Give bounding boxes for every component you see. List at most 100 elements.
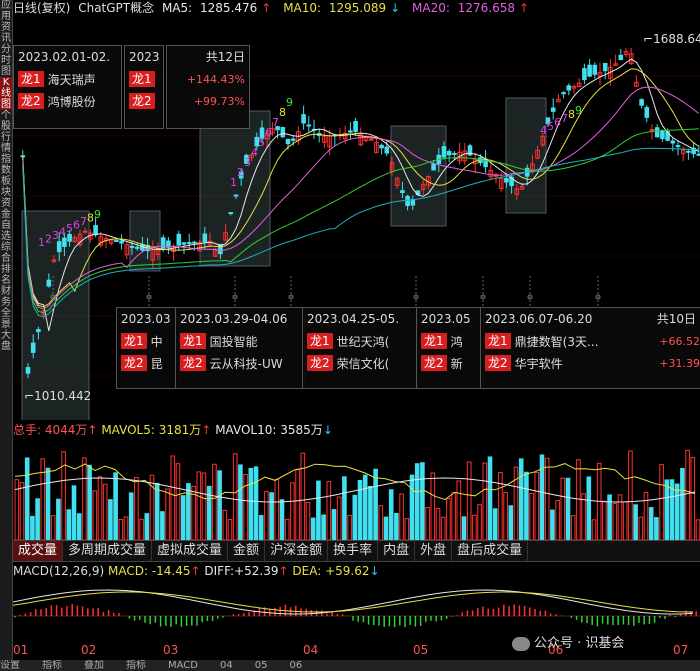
- bottom-bar-item[interactable]: 04: [219, 660, 233, 671]
- volume-chart[interactable]: [13, 438, 700, 540]
- bottom-bar-item[interactable]: 设置: [0, 660, 20, 671]
- indicator-tab[interactable]: 金额: [228, 541, 266, 561]
- indicator-tab[interactable]: 虚拟成交量: [152, 541, 229, 561]
- candle-body: [660, 130, 665, 140]
- volume-bar: [19, 482, 25, 540]
- candle-body: [405, 195, 410, 206]
- candle-body: [290, 138, 296, 141]
- bottom-bar-item[interactable]: 指标: [126, 660, 146, 671]
- volume-bar: [201, 472, 207, 540]
- candle-body: [634, 81, 639, 87]
- volume-bar: [258, 514, 264, 540]
- candle-body: [561, 92, 566, 95]
- left-nav-item[interactable]: 综合: [1, 242, 11, 264]
- count-digit: 3: [52, 229, 59, 242]
- left-nav-item[interactable]: 板块: [1, 176, 11, 198]
- volume-bar: [290, 482, 295, 540]
- candle-body: [51, 259, 57, 262]
- candle-body: [467, 145, 473, 156]
- bottom-bar[interactable]: 设置 指标 叠加 指标 MACD 04 05 06: [0, 660, 700, 671]
- left-nav-item[interactable]: 大盘: [1, 330, 11, 352]
- ma10-line: [22, 68, 700, 308]
- bottom-bar-item[interactable]: 叠加: [84, 660, 104, 671]
- count-digit: 2: [45, 233, 52, 246]
- volume-bar: [222, 509, 228, 540]
- candle-body: [228, 212, 234, 215]
- candle-body: [155, 248, 161, 255]
- candle-body: [166, 240, 171, 248]
- volume-bar: [550, 509, 555, 540]
- bottom-bar-item[interactable]: MACD: [168, 660, 198, 671]
- volume-bar: [570, 515, 576, 540]
- left-nav-item[interactable]: 自选: [1, 220, 11, 242]
- volume-bar: [342, 476, 347, 540]
- bottom-bar-item[interactable]: 指标: [42, 660, 62, 671]
- indicator-tab[interactable]: 多周期成交量: [63, 541, 153, 561]
- volume-header: 总手: 4044万↑ MAVOL5: 3181万↑ MAVOL10: 3585万…: [13, 422, 333, 438]
- period-title[interactable]: 日线(复权): [13, 1, 71, 15]
- volume-bar: [425, 507, 430, 540]
- volume-bar: [529, 493, 534, 540]
- left-nav-item[interactable]: 财务: [1, 286, 11, 308]
- indicator-tab[interactable]: 内盘: [378, 541, 416, 561]
- panel-2[interactable]: 2023 龙1 龙2: [124, 45, 164, 129]
- volume-bar: [399, 493, 404, 540]
- panel-6[interactable]: 2023.04.25-05. 龙1 世纪天鸿( 龙2 荣信文化(: [302, 307, 418, 389]
- concept-name: ChatGPT概念: [78, 1, 155, 15]
- candle-body: [192, 241, 197, 244]
- volume-bar: [30, 515, 35, 540]
- panel-3[interactable]: 共12日 +144.43% +99.73%: [166, 45, 250, 129]
- volume-bar: [383, 516, 389, 540]
- left-nav-item[interactable]: 行情: [1, 132, 11, 154]
- candle-body: [654, 127, 660, 138]
- bottom-bar-item[interactable]: 05: [254, 660, 268, 671]
- dragon2-tag: 龙2: [485, 355, 511, 371]
- left-nav-item[interactable]: 排名: [1, 264, 11, 286]
- candle-body: [623, 51, 629, 56]
- left-nav-item[interactable]: 指数: [1, 154, 11, 176]
- ma60-line: [22, 128, 699, 314]
- panel-5[interactable]: 2023.03.29-04.06 龙1 国投智能 龙2 云从科技-UW: [175, 307, 305, 389]
- panel-4[interactable]: 2023.03 龙1 中 龙2 昆: [116, 307, 180, 389]
- candle-body: [119, 240, 124, 244]
- left-nav-item[interactable]: 分时图: [1, 44, 11, 77]
- volume-bar: [310, 517, 316, 540]
- connector-dot: [413, 294, 419, 300]
- indicator-tab[interactable]: 外盘: [415, 541, 453, 561]
- panel-8[interactable]: 2023.06.07-06.20 共10日 龙1 鼎捷数智(3天... +66.52 …: [480, 307, 700, 389]
- indicator-tab[interactable]: 换手率: [328, 541, 379, 561]
- bottom-bar-item[interactable]: 06: [289, 660, 303, 671]
- volume-bar: [409, 474, 415, 540]
- panel-7[interactable]: 2023.05 龙1 鸿 龙2 新: [416, 307, 484, 389]
- left-nav-item[interactable]: 应用: [1, 0, 11, 22]
- candle-body: [592, 64, 598, 75]
- macd-chart[interactable]: [13, 580, 700, 642]
- candle-body: [134, 246, 140, 249]
- volume-bar: [357, 479, 363, 540]
- panel-8-stock2: 华宇软件: [514, 356, 563, 371]
- indicator-tab[interactable]: 成交量: [13, 541, 64, 561]
- left-nav-item[interactable]: 资讯: [1, 22, 11, 44]
- left-nav-item[interactable]: 资金: [1, 198, 11, 220]
- indicator-tab[interactable]: 沪深金额: [265, 541, 329, 561]
- left-nav-item[interactable]: 个股: [1, 110, 11, 132]
- highlight-box: [129, 210, 161, 272]
- volume-bar: [524, 471, 529, 540]
- candle-body: [114, 239, 119, 242]
- mavol10-readout: MAVOL10: 3585万↓: [215, 423, 333, 437]
- x-axis: 01 02 03 04 05 06 07: [13, 643, 700, 659]
- indicator-tab[interactable]: 盘后成交量: [452, 541, 529, 561]
- volume-bar: [633, 504, 638, 540]
- volume-bar: [212, 463, 217, 540]
- dragon2-tag: 龙2: [180, 355, 206, 371]
- panel-3-pct1: +144.43%: [186, 72, 245, 86]
- count-digit: 1: [230, 176, 237, 189]
- indicator-tabs[interactable]: 成交量 多周期成交量 虚拟成交量 金额 沪深金额 换手率 内盘 外盘 盘后成交量: [13, 540, 700, 562]
- candle-body: [379, 144, 384, 149]
- volume-bar: [217, 470, 222, 540]
- panel-1[interactable]: 2023.02.01-02. 龙1 海天瑞声 龙2 鸿博股份: [13, 45, 122, 129]
- left-nav-item[interactable]: K线图: [0, 77, 12, 110]
- left-nav-item[interactable]: 全景: [1, 308, 11, 330]
- volume-bar: [113, 472, 118, 540]
- left-nav-strip[interactable]: 应用 资讯 分时图 K线图 个股 行情 指数 板块 资金 自选 综合 排名 财务 全景 大盘: [0, 0, 13, 671]
